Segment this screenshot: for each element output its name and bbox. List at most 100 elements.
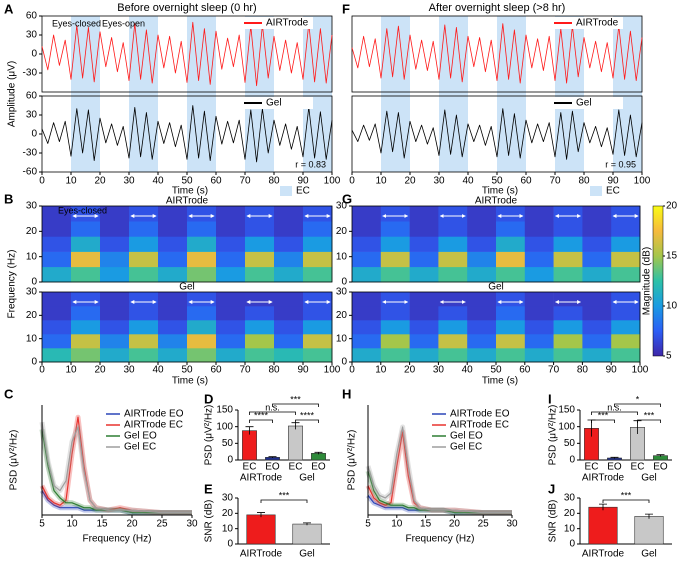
- spectrogram-cell: [467, 221, 497, 237]
- spectrogram-cell: [496, 266, 526, 283]
- spectrogram-cell: [274, 306, 304, 321]
- x-tick-label: 10: [66, 519, 78, 530]
- spectrogram-cell: [438, 292, 468, 307]
- spectrogram-cell: [129, 348, 159, 363]
- spectrogram-cell: [42, 221, 72, 237]
- spectrogram-cell: [611, 320, 641, 335]
- spectrogram-cell: [380, 306, 410, 321]
- legend-swatch: [280, 186, 292, 196]
- spectrogram-cell: [245, 320, 275, 335]
- spectrogram-cell: [524, 348, 554, 363]
- spectrogram-cell: [467, 306, 497, 321]
- ec-shade: [381, 16, 410, 172]
- spectrogram-cell: [42, 320, 72, 335]
- spectrogram-cell: [100, 306, 130, 321]
- spectrogram-cell: [409, 266, 439, 283]
- spectrogram-cell: [274, 206, 304, 222]
- spectrogram-cell: [303, 306, 333, 321]
- y-tick-label: 20: [26, 310, 38, 321]
- y-tick-label: 20: [222, 508, 234, 519]
- x-tick-label: 80: [268, 176, 280, 187]
- y-axis-label: PSD (μV²/Hz): [204, 405, 215, 466]
- spectrogram-cell: [524, 206, 554, 222]
- x-tick-label: 90: [606, 365, 618, 376]
- y-tick-label: 0: [341, 357, 347, 368]
- spectrogram-cell: [438, 221, 468, 237]
- spectrogram-cell: [524, 320, 554, 335]
- spectrogram-cell: [409, 320, 439, 335]
- significance-label: n.s.: [607, 402, 622, 412]
- spectrogram-cell: [409, 292, 439, 307]
- x-tick-label: 70: [239, 176, 251, 187]
- y-tick-label: 0: [227, 539, 233, 550]
- x-axis-label: Frequency (Hz): [83, 534, 152, 545]
- trace: [351, 108, 643, 160]
- spectrogram-cell: [274, 221, 304, 237]
- significance-bracket: [614, 403, 661, 407]
- error-bar: [645, 513, 653, 519]
- x-tick-label: 70: [548, 365, 560, 376]
- y-tick-label: 0: [31, 49, 37, 60]
- spectrogram-cell: [582, 306, 612, 321]
- spectrogram-cell: [303, 292, 333, 307]
- significance-bracket: [602, 499, 650, 503]
- y-axis-label: SNR (dB): [204, 500, 215, 543]
- y-tick-label: 0: [31, 357, 37, 368]
- spectrogram-cell: [42, 251, 72, 268]
- x-tick-label: 5: [39, 519, 45, 530]
- x-tick-label: 10: [65, 176, 77, 187]
- spectrogram-cell: [100, 334, 130, 349]
- spectrogram-cell: [467, 266, 497, 283]
- spectrogram-cell: [245, 266, 275, 283]
- spectrogram-cell: [582, 348, 612, 363]
- spectrogram-cell: [303, 206, 333, 222]
- significance-bracket: [295, 419, 319, 423]
- spectrogram-cell: [158, 221, 188, 237]
- spectrogram-cell: [582, 206, 612, 222]
- x-tick-label: 60: [519, 365, 531, 376]
- x-tick-label: Gel: [641, 549, 657, 560]
- spectrogram-cell: [409, 348, 439, 363]
- y-tick-label: 50: [222, 438, 234, 449]
- annotation: Eyes-open: [102, 18, 145, 28]
- x-tick-label: 80: [578, 176, 590, 187]
- spectrogram-cell: [274, 292, 304, 307]
- spectrogram-cell: [303, 236, 333, 252]
- x-tick-label: 30: [123, 365, 135, 376]
- legend-bg: [241, 17, 313, 29]
- significance-bracket: [249, 411, 296, 415]
- y-axis-label: Frequency (Hz): [7, 250, 18, 319]
- spectrogram-cell: [524, 236, 554, 252]
- legend-label: Gel EO: [124, 431, 157, 442]
- significance-label: *: [636, 394, 640, 404]
- significance-bracket: [591, 411, 638, 415]
- spectrogram-cell: [100, 221, 130, 237]
- panel-label: B: [4, 191, 13, 206]
- x-tick-label: 10: [375, 365, 387, 376]
- x-tick-label: 90: [607, 176, 619, 187]
- y-tick-label: 30: [564, 493, 576, 504]
- spectrogram-cell: [496, 306, 526, 321]
- spectrogram-cell: [467, 334, 497, 349]
- significance-label: ***: [598, 410, 609, 420]
- x-tick-label: AIRTrode: [240, 549, 283, 560]
- y-tick-label: 10: [336, 333, 348, 344]
- spectrogram-cell: [187, 251, 217, 268]
- y-tick-label: 10: [336, 251, 348, 262]
- x-tick-label: 10: [65, 365, 77, 376]
- legend-bg: [551, 97, 623, 109]
- subplot-title: Gel: [179, 282, 195, 293]
- spectrogram-cell: [216, 251, 246, 268]
- x-tick-label: 60: [520, 176, 532, 187]
- spectrogram-cell: [524, 266, 554, 283]
- x-tick-label: 70: [549, 176, 561, 187]
- spectrogram-cell: [611, 221, 641, 237]
- spectrogram-cell: [187, 334, 217, 349]
- x-tick-label: 20: [449, 519, 461, 530]
- spectrogram-cell: [71, 266, 101, 283]
- spectrogram-cell: [100, 206, 130, 222]
- spectrogram-cell: [158, 206, 188, 222]
- spectrogram-cell: [129, 306, 159, 321]
- spectrogram-cell: [158, 251, 188, 268]
- spectrogram-cell: [71, 221, 101, 237]
